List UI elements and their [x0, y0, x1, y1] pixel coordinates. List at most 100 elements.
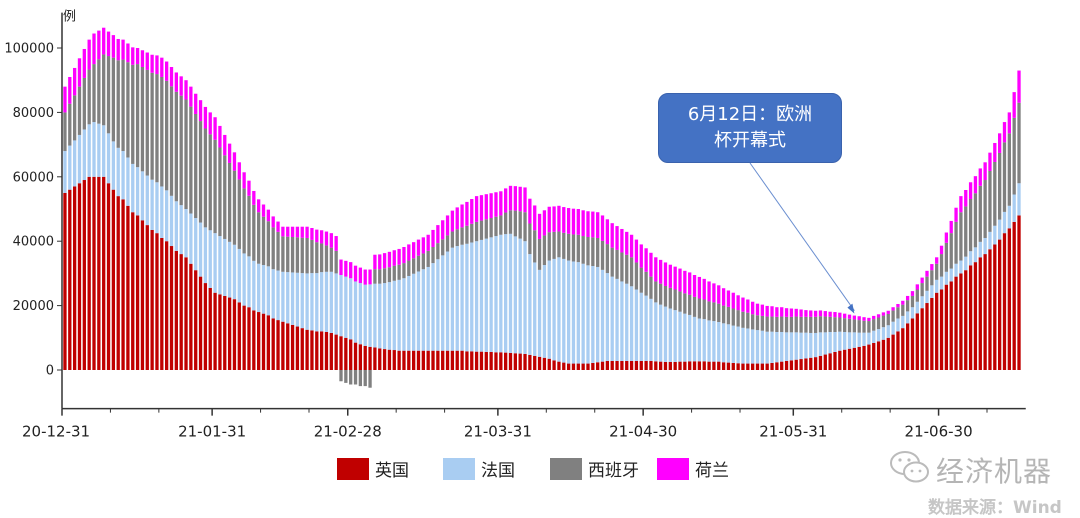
bar-segment: [891, 310, 895, 322]
bar-segment: [993, 142, 997, 162]
bar-segment: [460, 227, 464, 245]
bar-segment: [344, 260, 348, 277]
bar-segment: [184, 80, 188, 100]
bar-segment: [378, 348, 382, 370]
bar-segment: [1002, 211, 1007, 234]
bar-segment: [295, 326, 300, 370]
bar-segment: [247, 256, 251, 308]
bar-segment: [625, 231, 629, 255]
bar-segment: [227, 143, 232, 163]
bar-segment: [208, 134, 212, 231]
bar-segment: [944, 271, 949, 285]
bar-segment: [566, 208, 571, 234]
bar-segment: [523, 187, 527, 213]
bar-segment: [315, 331, 319, 370]
bar-segment: [266, 221, 271, 267]
bar-segment: [349, 278, 353, 340]
bar-segment: [731, 362, 735, 370]
bar-segment: [353, 265, 358, 282]
bar-segment: [876, 314, 881, 318]
bar-segment: [499, 352, 503, 370]
bar-segment: [271, 318, 275, 370]
bar-segment: [639, 292, 643, 361]
bar-segment: [382, 283, 387, 350]
bar-segment: [886, 313, 890, 326]
bar-segment: [954, 276, 958, 370]
bar-segment: [629, 286, 634, 361]
bar-segment: [271, 216, 275, 228]
annotation-line: 6月12日：欧洲: [687, 104, 813, 125]
bar-segment: [295, 237, 300, 273]
bar-segment: [736, 363, 740, 370]
bar-segment: [1007, 228, 1011, 370]
bar-segment: [310, 228, 314, 240]
bar-segment: [252, 310, 256, 370]
bar-segment: [518, 186, 522, 212]
bar-segment: [131, 212, 135, 370]
bar-segment: [416, 271, 421, 351]
bar-segment: [179, 76, 183, 96]
bar-segment: [368, 370, 372, 388]
bar-segment: [1017, 102, 1021, 184]
bar-segment: [281, 321, 285, 370]
bar-segment: [881, 339, 886, 370]
bar-segment: [533, 230, 537, 263]
bar-segment: [203, 128, 208, 228]
bar-segment: [949, 220, 953, 234]
bar-segment: [334, 250, 338, 274]
bar-segment: [547, 206, 551, 233]
bar-segment: [310, 273, 314, 331]
bar-segment: [639, 360, 643, 370]
bar-segment: [412, 242, 416, 259]
bar-segment: [145, 69, 149, 176]
bar-segment: [155, 74, 159, 183]
bar-segment: [697, 276, 702, 299]
bar-segment: [339, 336, 343, 370]
bar-segment: [935, 257, 939, 264]
bar-segment: [353, 342, 358, 370]
bar-segment: [72, 186, 77, 370]
bar-segment: [784, 316, 789, 333]
y-tick-label: 100000: [4, 42, 54, 57]
bar-segment: [305, 237, 309, 274]
legend-item-france: 法国: [443, 456, 515, 481]
bar-segment: [755, 363, 760, 370]
bar-segment: [252, 190, 256, 205]
bar-segment: [707, 281, 711, 302]
bar-segment: [843, 313, 847, 319]
bar-segment: [562, 232, 566, 259]
bar-segment: [329, 233, 333, 248]
bar-segment: [562, 207, 566, 233]
bar-segment: [169, 195, 174, 247]
bar-segment: [63, 192, 67, 370]
bar-segment: [813, 310, 818, 317]
bar-segment: [140, 220, 145, 370]
bar-segment: [537, 238, 542, 270]
bar-segment: [174, 250, 178, 370]
bar-segment: [867, 317, 871, 322]
bar-segment: [489, 237, 493, 352]
bar-segment: [508, 210, 513, 234]
bar-segment: [504, 188, 508, 213]
bar-segment: [673, 289, 677, 311]
bar-segment: [92, 176, 96, 370]
bar-segment: [596, 212, 600, 238]
x-tick-label: 21-02-28: [314, 423, 382, 441]
bar-segment: [237, 179, 241, 249]
bar-segment: [455, 229, 459, 247]
bar-segment: [223, 155, 227, 239]
bar-segment: [523, 241, 527, 354]
bar-segment: [872, 342, 876, 370]
bar-segment: [465, 201, 469, 226]
bar-segment: [223, 134, 227, 156]
legend-label: 英国: [375, 461, 409, 481]
legend-item-uk: 英国: [337, 456, 409, 481]
bar-segment: [712, 302, 716, 322]
bar-segment: [489, 351, 493, 370]
bar-segment: [504, 212, 508, 235]
bar-segment: [445, 350, 450, 370]
bar-segment: [683, 361, 687, 370]
bar-segment: [82, 180, 86, 370]
bar-segment: [426, 266, 430, 351]
bar-segment: [905, 295, 910, 301]
